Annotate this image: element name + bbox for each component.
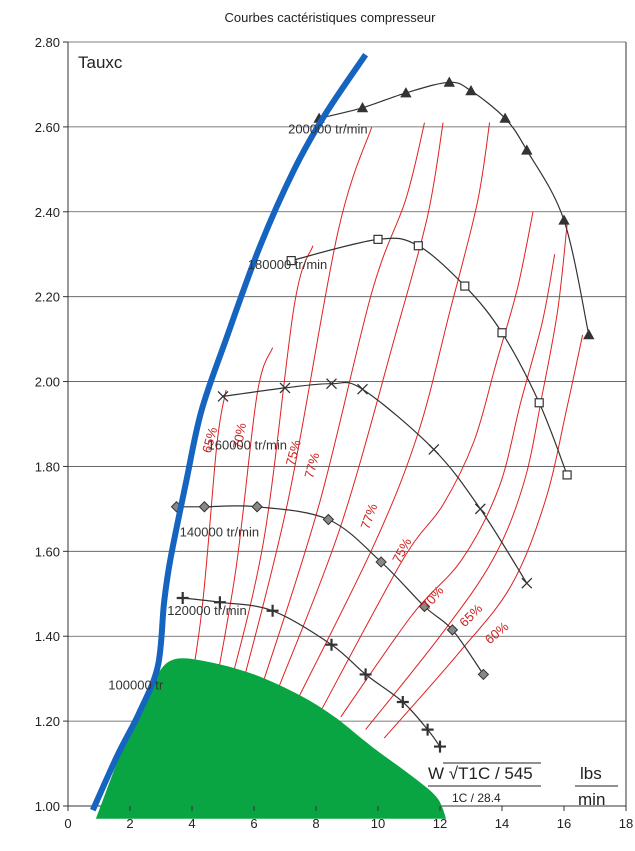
x-tick-label-2: 4 [188, 816, 195, 831]
x-tick-label-7: 14 [495, 816, 509, 831]
x-tick-label-9: 18 [619, 816, 633, 831]
speed-point-1-3 [460, 281, 470, 291]
efficiency-label-3: 77% [301, 451, 322, 480]
speed-point-4-1 [213, 596, 226, 609]
speed-point-0-2 [400, 87, 412, 98]
speed-point-0-3 [443, 76, 455, 87]
speed-point-0-8 [583, 329, 595, 340]
flow-unit-numerator: lbs [580, 764, 602, 783]
efficiency-line-5 [278, 122, 444, 688]
y-tick-label-0: 1.00 [35, 799, 60, 814]
speed-labels: 200000 tr/min 180000 tr/min 160000 tr/min 1… [108, 121, 367, 692]
y-tick-label-5: 2.00 [35, 375, 60, 390]
speed-point-3-6 [446, 624, 459, 636]
speed-point-3-3 [322, 513, 335, 526]
efficiency-lines [179, 122, 584, 756]
efficiency-label-1: 70% [230, 421, 249, 450]
speed-point-0-7 [558, 214, 570, 225]
efficiency-label-5: 75% [389, 535, 415, 565]
y-axis-label: Tauxc [78, 53, 123, 72]
efficiency-line-9 [365, 224, 568, 730]
y-tick-label-4: 1.80 [35, 459, 60, 474]
speed-label-4: 120000 tr/min [167, 603, 247, 618]
flow-units: W √T1C / 545 1C / 28.4 lbs min [428, 762, 618, 809]
flow-formula-lower: 1C / 28.4 [452, 791, 501, 805]
efficiency-line-6 [296, 122, 491, 701]
speed-point-2-0 [217, 390, 229, 402]
y-tick-label-9: 2.80 [35, 35, 60, 50]
speed-point-4-4 [359, 668, 372, 681]
speed-label-3: 140000 tr/min [180, 524, 260, 539]
efficiency-line-2 [222, 245, 314, 713]
y-tick-label-8: 2.60 [35, 120, 60, 135]
efficiency-line-7 [321, 211, 534, 709]
speed-point-1-2 [413, 241, 423, 251]
speed-point-2-5 [474, 503, 486, 515]
flow-unit-denominator: min [578, 790, 605, 809]
efficiency-label-2: 75% [283, 438, 304, 467]
speed-point-1-0 [286, 255, 296, 266]
speed-point-3-4 [375, 556, 387, 568]
x-tick-label-5: 10 [371, 816, 385, 831]
efficiency-line-3 [238, 126, 373, 701]
speed-point-2-4 [428, 444, 440, 455]
speed-point-4-2 [266, 604, 279, 617]
speed-point-3-2 [251, 501, 263, 513]
green-region [95, 658, 447, 819]
speed-line-1 [291, 237, 568, 476]
speed-point-0-4 [465, 84, 477, 96]
speed-label-2: 160000 tr/min [208, 437, 288, 452]
efficiency-line-8 [340, 254, 556, 718]
speed-point-4-6 [421, 723, 434, 736]
speed-point-4-0 [176, 592, 189, 605]
x-tick-label-1: 2 [126, 816, 133, 831]
speed-point-3-1 [198, 501, 211, 513]
surge-line [90, 53, 369, 812]
speed-point-1-5 [534, 398, 544, 408]
x-tick-label-8: 16 [557, 816, 571, 831]
speed-point-4-7 [434, 740, 446, 753]
surge-line-path [90, 53, 369, 812]
x-tick-label-6: 12 [433, 816, 447, 831]
efficiency-label-7: 65% [456, 601, 485, 630]
efficiency-label-0: 65% [199, 425, 220, 454]
speed-point-1-6 [562, 470, 572, 480]
y-tick-label-6: 2.20 [35, 290, 60, 305]
speed-point-2-3 [357, 383, 368, 395]
speed-lines [170, 76, 595, 753]
x-tick-label-4: 8 [312, 816, 319, 831]
speed-point-1-1 [373, 234, 383, 244]
efficiency-line-10 [383, 334, 584, 739]
speed-point-3-7 [477, 668, 490, 681]
y-tick-label-2: 1.40 [35, 629, 60, 644]
x-tick-label-3: 6 [250, 816, 257, 831]
speed-point-0-6 [521, 144, 533, 155]
speed-point-4-5 [396, 696, 409, 709]
efficiency-label-4: 77% [357, 501, 380, 531]
x-tick-label-0: 0 [64, 816, 71, 831]
speed-point-4-3 [325, 638, 338, 651]
speed-point-2-1 [279, 382, 291, 394]
speed-point-2-2 [326, 378, 337, 390]
y-tick-label-1: 1.20 [35, 714, 60, 729]
speed-label-1: 180000 tr/min [248, 257, 327, 272]
axis-ticks: 0 2 4 6 8 10 12 14 16 18 1.00 1.20 1.40 1.60 1.80 2.00 2… [35, 35, 634, 831]
speed-line-2 [222, 381, 528, 584]
flow-formula: W √T1C / 545 [428, 764, 533, 783]
speed-label-0: 200000 tr/min [288, 121, 368, 136]
chart-title: Courbes cactéristiques compresseur [225, 10, 437, 25]
speed-point-0-1 [356, 101, 369, 113]
speed-point-0-5 [499, 112, 511, 123]
speed-point-3-5 [418, 600, 431, 613]
speed-point-1-4 [497, 328, 507, 338]
speed-label-5: 100000 tr [108, 677, 164, 692]
y-tick-label-7: 2.40 [35, 205, 60, 220]
efficiency-label-8: 60% [482, 619, 512, 647]
y-tick-label-3: 1.60 [35, 544, 60, 559]
efficiency-line-4 [259, 122, 425, 692]
green-region-shape [95, 658, 447, 819]
speed-point-2-6 [521, 577, 533, 589]
